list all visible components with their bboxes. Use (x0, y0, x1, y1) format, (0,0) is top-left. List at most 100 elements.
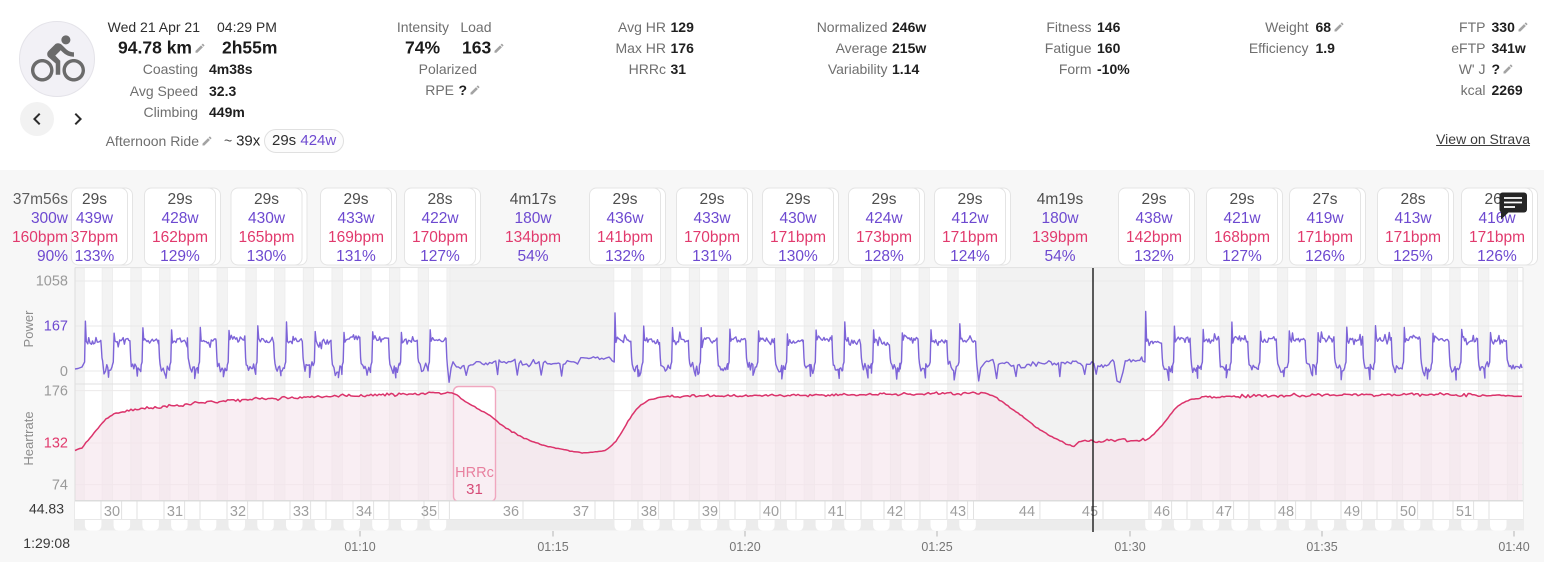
svg-text:430w: 430w (779, 210, 817, 227)
svg-text:27s: 27s (1313, 191, 1338, 208)
svg-text:42: 42 (887, 504, 903, 520)
svg-text:29s: 29s (168, 191, 193, 208)
svg-text:412w: 412w (951, 210, 989, 227)
svg-text:422w: 422w (421, 210, 459, 227)
svg-text:419w: 419w (1306, 210, 1344, 227)
svg-text:300w: 300w (31, 210, 69, 227)
svg-text:132%: 132% (1134, 248, 1174, 265)
svg-text:51: 51 (1456, 504, 1472, 520)
svg-text:28s: 28s (1401, 191, 1426, 208)
svg-text:176: 176 (44, 383, 68, 399)
svg-text:37bpm: 37bpm (71, 229, 118, 246)
svg-text:126%: 126% (1477, 248, 1517, 265)
svg-text:141bpm: 141bpm (597, 229, 653, 246)
svg-text:127%: 127% (420, 248, 460, 265)
svg-text:171bpm: 171bpm (1385, 229, 1441, 246)
svg-text:421w: 421w (1223, 210, 1261, 227)
svg-text:29s: 29s (786, 191, 811, 208)
svg-text:43: 43 (950, 504, 966, 520)
svg-text:171bpm: 171bpm (1297, 229, 1353, 246)
svg-text:29s: 29s (1142, 191, 1167, 208)
svg-text:430w: 430w (248, 210, 286, 227)
svg-text:130%: 130% (778, 248, 818, 265)
svg-text:4m17s: 4m17s (510, 191, 557, 208)
svg-text:173bpm: 173bpm (856, 229, 912, 246)
svg-text:38: 38 (641, 504, 657, 520)
svg-text:133%: 133% (75, 248, 115, 265)
svg-text:439w: 439w (76, 210, 114, 227)
svg-text:01:40: 01:40 (1498, 540, 1529, 554)
svg-text:29s: 29s (872, 191, 897, 208)
svg-text:168bpm: 168bpm (1214, 229, 1270, 246)
svg-text:428w: 428w (161, 210, 199, 227)
svg-text:171bpm: 171bpm (770, 229, 826, 246)
svg-text:124%: 124% (950, 248, 990, 265)
svg-text:180w: 180w (514, 210, 552, 227)
svg-text:413w: 413w (1394, 210, 1432, 227)
svg-text:30: 30 (104, 504, 120, 520)
svg-text:31: 31 (466, 481, 483, 498)
svg-text:0: 0 (60, 364, 68, 380)
svg-text:29s: 29s (613, 191, 638, 208)
svg-text:29s: 29s (1230, 191, 1255, 208)
svg-text:128%: 128% (864, 248, 904, 265)
svg-text:424w: 424w (865, 210, 903, 227)
svg-text:48: 48 (1278, 504, 1294, 520)
svg-text:4m19s: 4m19s (1037, 191, 1084, 208)
svg-text:40: 40 (763, 504, 779, 520)
svg-text:29s: 29s (958, 191, 983, 208)
svg-text:01:20: 01:20 (729, 540, 760, 554)
svg-text:131%: 131% (692, 248, 732, 265)
svg-text:162bpm: 162bpm (152, 229, 208, 246)
svg-text:44.83: 44.83 (29, 500, 64, 516)
svg-text:171bpm: 171bpm (1469, 229, 1525, 246)
svg-text:171bpm: 171bpm (942, 229, 998, 246)
svg-text:436w: 436w (606, 210, 644, 227)
svg-text:01:35: 01:35 (1306, 540, 1337, 554)
svg-text:130%: 130% (247, 248, 287, 265)
svg-text:28s: 28s (428, 191, 453, 208)
svg-text:29s: 29s (344, 191, 369, 208)
svg-text:32: 32 (230, 504, 246, 520)
svg-text:433w: 433w (337, 210, 375, 227)
svg-text:29s: 29s (254, 191, 279, 208)
svg-text:50: 50 (1400, 504, 1416, 520)
svg-text:34: 34 (356, 504, 372, 520)
svg-text:01:30: 01:30 (1114, 540, 1145, 554)
svg-text:1:29:08: 1:29:08 (23, 535, 70, 551)
svg-text:438w: 438w (1135, 210, 1173, 227)
svg-text:01:10: 01:10 (344, 540, 375, 554)
svg-text:33: 33 (293, 504, 309, 520)
svg-text:41: 41 (828, 504, 844, 520)
svg-text:170bpm: 170bpm (684, 229, 740, 246)
svg-text:165bpm: 165bpm (238, 229, 294, 246)
svg-text:180w: 180w (1041, 210, 1079, 227)
svg-text:Power: Power (21, 310, 36, 348)
svg-text:169bpm: 169bpm (328, 229, 384, 246)
svg-text:139bpm: 139bpm (1032, 229, 1088, 246)
svg-text:129%: 129% (160, 248, 200, 265)
svg-text:35: 35 (421, 504, 437, 520)
svg-text:36: 36 (503, 504, 519, 520)
svg-text:74: 74 (52, 477, 68, 493)
svg-text:134bpm: 134bpm (505, 229, 561, 246)
svg-text:Heartrate: Heartrate (21, 411, 36, 465)
svg-text:433w: 433w (693, 210, 731, 227)
svg-text:37: 37 (573, 504, 589, 520)
svg-text:39: 39 (702, 504, 718, 520)
svg-text:160bpm: 160bpm (12, 229, 68, 246)
svg-text:416w: 416w (1478, 210, 1516, 227)
svg-text:1058: 1058 (36, 274, 68, 290)
svg-text:45: 45 (1082, 504, 1098, 520)
svg-text:29s: 29s (700, 191, 725, 208)
svg-text:125%: 125% (1393, 248, 1433, 265)
svg-text:127%: 127% (1222, 248, 1262, 265)
svg-text:29s: 29s (82, 191, 107, 208)
svg-text:170bpm: 170bpm (412, 229, 468, 246)
svg-text:167: 167 (44, 319, 68, 335)
svg-text:01:15: 01:15 (537, 540, 568, 554)
svg-text:46: 46 (1154, 504, 1170, 520)
svg-text:131%: 131% (336, 248, 376, 265)
svg-text:44: 44 (1019, 504, 1035, 520)
svg-text:31: 31 (167, 504, 183, 520)
